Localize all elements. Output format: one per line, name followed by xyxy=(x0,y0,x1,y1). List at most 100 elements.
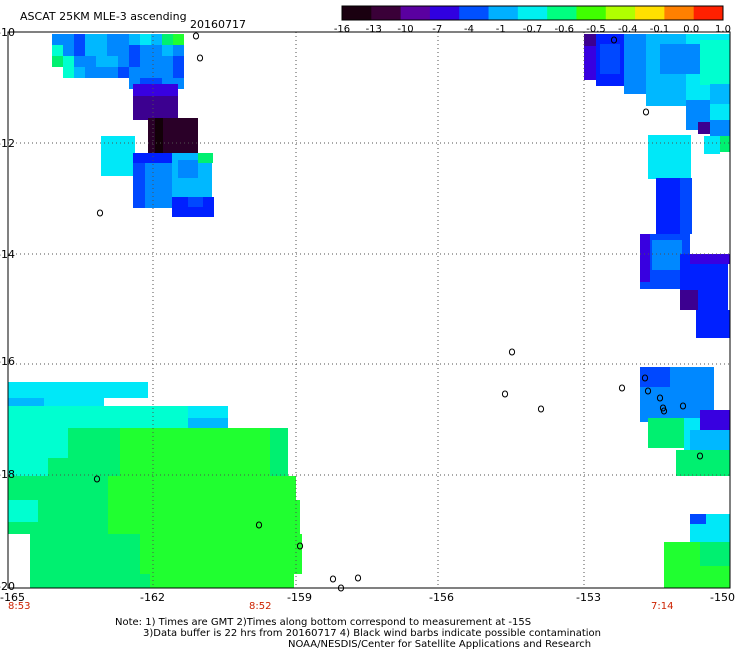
island-outline xyxy=(696,452,704,460)
wind-cell xyxy=(652,240,682,270)
colorbar-swatch xyxy=(664,6,695,20)
note-line-2: 3)Data buffer is 22 hrs from 20160717 4)… xyxy=(143,628,601,639)
wind-cell xyxy=(30,574,150,588)
wind-cell xyxy=(700,40,730,85)
wind-cell xyxy=(107,67,118,78)
wind-cell xyxy=(118,45,129,56)
wind-cell xyxy=(151,78,162,89)
wind-cell xyxy=(704,136,720,154)
wind-cell xyxy=(129,67,140,78)
wind-cell xyxy=(660,44,700,74)
wind-cell xyxy=(600,44,620,74)
wind-cell xyxy=(96,45,107,56)
colorbar-swatch xyxy=(342,6,372,20)
wind-cell xyxy=(162,34,173,45)
wind-cell xyxy=(676,450,730,476)
colorbar-swatch xyxy=(635,6,665,20)
colorbar-swatch xyxy=(371,6,402,20)
lon-label-159: -159 xyxy=(287,591,312,604)
wind-cell xyxy=(133,153,178,163)
colorbar-tick-label: -16 xyxy=(333,24,351,35)
wind-cell xyxy=(74,45,85,56)
lat-label-20: -20 xyxy=(0,580,15,593)
wind-cell xyxy=(690,254,730,264)
colorbar-tick-label: -0.1 xyxy=(649,24,670,35)
wind-cell xyxy=(151,34,162,45)
wind-cell xyxy=(680,178,692,234)
wind-cell xyxy=(696,310,730,338)
wind-cell xyxy=(162,56,173,67)
wind-cell xyxy=(151,56,162,67)
island-outline xyxy=(660,407,668,415)
wind-cell xyxy=(96,67,107,78)
colorbar-tick-label: -7 xyxy=(432,24,443,35)
colorbar-swatch xyxy=(693,6,724,20)
wind-data-cells xyxy=(8,34,730,588)
wind-cell xyxy=(118,34,129,45)
wind-cell xyxy=(85,45,96,56)
colorbar-frame xyxy=(341,5,724,21)
colorbar-tick-label: 1.0 xyxy=(715,24,731,35)
note-line-1: Note: 1) Times are GMT 2)Times along bot… xyxy=(115,617,532,628)
figure-title: ASCAT 25KM MLE-3 ascending xyxy=(20,10,187,23)
lat-label-16: -16 xyxy=(0,355,15,368)
wind-cell xyxy=(8,500,38,522)
colorbar-tick-label: -0.5 xyxy=(586,24,606,35)
wind-cell xyxy=(173,78,184,89)
wind-cell xyxy=(133,163,145,208)
wind-cell xyxy=(700,542,730,566)
island-outlines xyxy=(93,32,704,592)
wind-cell xyxy=(118,67,129,78)
lon-label-156: -156 xyxy=(429,591,454,604)
colorbar-tick-label: -1 xyxy=(495,24,506,35)
wind-cell xyxy=(129,56,140,67)
wind-cell xyxy=(8,428,68,458)
wind-cell xyxy=(162,67,173,78)
colorbar-swatch xyxy=(547,6,577,20)
wind-cell xyxy=(107,45,118,56)
island-outline xyxy=(537,405,545,413)
wind-cell xyxy=(74,34,85,45)
wind-cell xyxy=(63,45,74,56)
wind-cell xyxy=(129,34,140,45)
wind-cell xyxy=(690,514,706,524)
wind-cell xyxy=(640,234,650,282)
island-outline xyxy=(644,387,652,395)
lon-label-165: -165 xyxy=(0,591,25,604)
island-outline xyxy=(329,575,337,583)
map-frame xyxy=(7,31,731,589)
wind-cell xyxy=(140,34,151,45)
wind-cell xyxy=(63,67,74,78)
colorbar-swatch xyxy=(459,6,490,20)
island-outline xyxy=(679,402,687,410)
wind-cell xyxy=(140,56,151,67)
colorbar-swatch xyxy=(429,6,460,20)
wind-cell xyxy=(188,418,228,430)
wind-cell xyxy=(150,574,294,588)
wind-cell xyxy=(162,45,173,56)
colorbar-swatch xyxy=(488,6,519,20)
wind-cell xyxy=(120,428,270,476)
wind-cell xyxy=(74,67,85,78)
wind-cell xyxy=(656,178,680,234)
colorbar-swatch xyxy=(400,6,431,20)
island-outline xyxy=(196,54,204,62)
island-outline xyxy=(296,542,304,550)
wind-cell xyxy=(640,367,670,387)
wind-cell xyxy=(584,34,598,46)
wind-cell xyxy=(698,122,710,134)
wind-cell xyxy=(52,56,63,67)
island-outline xyxy=(255,521,263,529)
colorbar-swatches xyxy=(342,6,724,20)
island-outline xyxy=(642,108,650,116)
wind-cell xyxy=(85,34,96,45)
wind-cell xyxy=(710,120,730,138)
wind-cell xyxy=(140,78,151,89)
wind-cell xyxy=(648,135,691,179)
wind-cell xyxy=(63,34,74,45)
wind-cell xyxy=(151,67,162,78)
wind-cell xyxy=(74,56,85,67)
island-outline xyxy=(96,209,104,217)
lat-label-14: -14 xyxy=(0,248,15,261)
